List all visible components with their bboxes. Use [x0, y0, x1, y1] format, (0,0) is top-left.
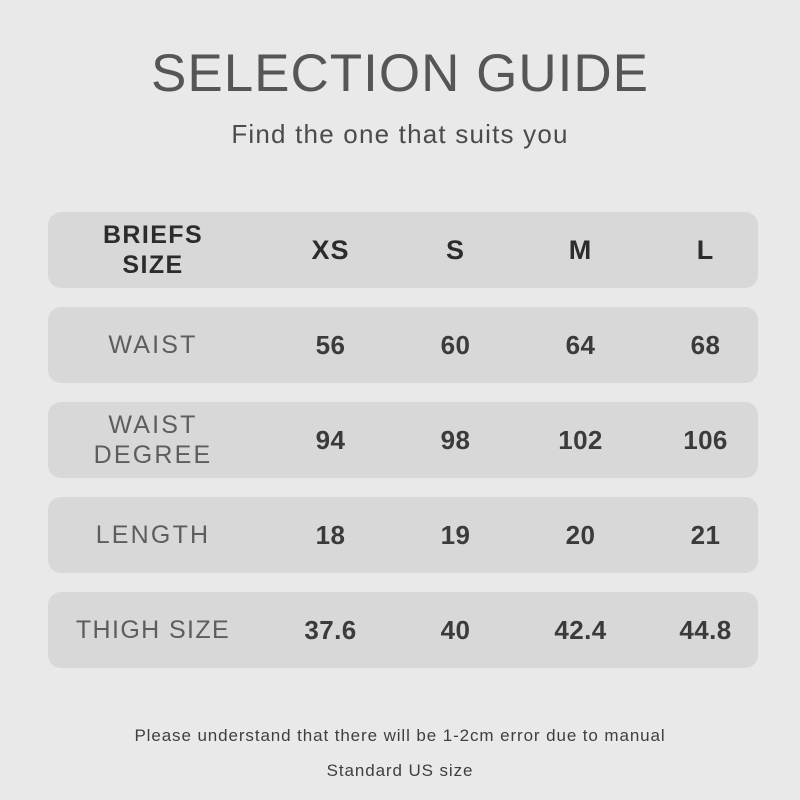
row-value-cell: 19	[393, 497, 518, 573]
header: SELECTION GUIDE Find the one that suits …	[0, 44, 800, 150]
header-cell-briefs-size: BRIEFS SIZE	[48, 212, 258, 288]
row-value-text: 18	[315, 520, 346, 550]
row-value-text: 60	[440, 330, 471, 360]
row-value-cell: 102	[518, 402, 643, 478]
footer-note: Please understand that there will be 1-2…	[0, 718, 800, 788]
row-value-cell: 44.8	[643, 592, 768, 668]
row-value-cell: 106	[643, 402, 768, 478]
table-row: THIGH SIZE 37.6 40 42.4 44.8	[48, 592, 758, 668]
table-row: LENGTH 18 19 20 21	[48, 497, 758, 573]
row-value-cell: 98	[393, 402, 518, 478]
row-value-cell: 68	[643, 307, 768, 383]
table-row: WAIST 56 60 64 68	[48, 307, 758, 383]
header-cell-m: M	[518, 212, 643, 288]
header-label-text: BRIEFS SIZE	[102, 221, 204, 279]
row-label-text: WAIST DEGREE	[93, 411, 213, 469]
row-label-cell: WAIST DEGREE	[48, 402, 258, 478]
row-value-cell: 21	[643, 497, 768, 573]
row-value-cell: 94	[268, 402, 393, 478]
row-value-text: 94	[315, 425, 346, 455]
row-value-text: 56	[315, 330, 346, 360]
row-value-cell: 40	[393, 592, 518, 668]
row-value-text: 21	[690, 520, 721, 550]
header-cell-xs: XS	[268, 212, 393, 288]
table-row: WAIST DEGREE 94 98 102 106	[48, 402, 758, 478]
row-value-text: 20	[565, 520, 596, 550]
row-value-cell: 56	[268, 307, 393, 383]
row-value-text: 42.4	[554, 615, 607, 645]
row-value-cell: 37.6	[268, 592, 393, 668]
page-title: SELECTION GUIDE	[151, 44, 649, 103]
row-label-cell: WAIST	[48, 307, 258, 383]
header-cell-l: L	[643, 212, 768, 288]
header-cell-s: S	[393, 212, 518, 288]
row-value-text: 40	[440, 615, 471, 645]
row-value-cell: 60	[393, 307, 518, 383]
row-value-text: 44.8	[679, 615, 732, 645]
footer-line-2: Standard US size	[326, 761, 474, 780]
row-label-cell: THIGH SIZE	[48, 592, 258, 668]
header-size-label: S	[445, 235, 465, 265]
table-header-row: BRIEFS SIZE XS S M L	[48, 212, 758, 288]
row-label-cell: LENGTH	[48, 497, 258, 573]
header-size-label: M	[568, 235, 593, 265]
page-subtitle: Find the one that suits you	[231, 119, 569, 149]
row-value-cell: 64	[518, 307, 643, 383]
row-value-text: 102	[558, 425, 603, 455]
footer-line-1: Please understand that there will be 1-2…	[134, 726, 666, 745]
row-label-text: LENGTH	[95, 521, 211, 549]
size-chart-table: BRIEFS SIZE XS S M L WAIST 56 60	[48, 212, 758, 668]
row-value-text: 64	[565, 330, 596, 360]
row-value-text: 98	[440, 425, 471, 455]
row-label-text: WAIST	[108, 331, 198, 359]
row-value-cell: 20	[518, 497, 643, 573]
header-size-label: XS	[311, 235, 350, 265]
row-value-cell: 42.4	[518, 592, 643, 668]
row-value-cell: 18	[268, 497, 393, 573]
row-value-text: 106	[683, 425, 728, 455]
row-value-text: 68	[690, 330, 721, 360]
row-label-text: THIGH SIZE	[75, 616, 231, 644]
header-size-label: L	[696, 235, 715, 265]
row-value-text: 19	[440, 520, 471, 550]
row-value-text: 37.6	[304, 615, 357, 645]
